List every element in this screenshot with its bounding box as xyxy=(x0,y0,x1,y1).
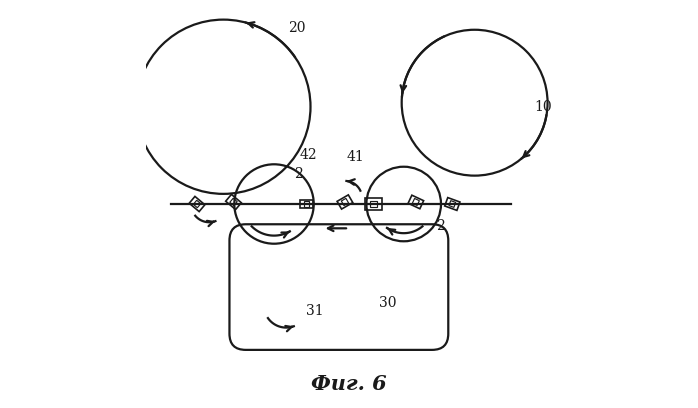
Bar xyxy=(445,197,460,211)
Text: 30: 30 xyxy=(379,296,396,310)
Text: 31: 31 xyxy=(306,304,323,318)
Text: 20: 20 xyxy=(288,21,305,35)
Bar xyxy=(304,202,309,206)
Bar xyxy=(449,201,456,207)
Text: 10: 10 xyxy=(535,100,552,114)
Text: 2: 2 xyxy=(294,166,303,181)
Bar xyxy=(413,198,419,206)
Text: 41: 41 xyxy=(346,151,364,164)
Bar xyxy=(225,194,242,210)
Bar xyxy=(408,195,424,209)
Bar xyxy=(230,198,237,206)
Bar xyxy=(189,196,205,212)
Bar xyxy=(341,198,348,206)
Text: 42: 42 xyxy=(299,149,318,162)
Text: 2: 2 xyxy=(436,219,445,233)
Bar xyxy=(337,195,352,209)
FancyBboxPatch shape xyxy=(230,224,448,350)
Bar xyxy=(370,201,377,207)
Bar xyxy=(300,200,313,208)
Bar xyxy=(193,200,201,208)
Bar xyxy=(365,198,382,210)
Text: Фиг. 6: Фиг. 6 xyxy=(311,374,387,394)
